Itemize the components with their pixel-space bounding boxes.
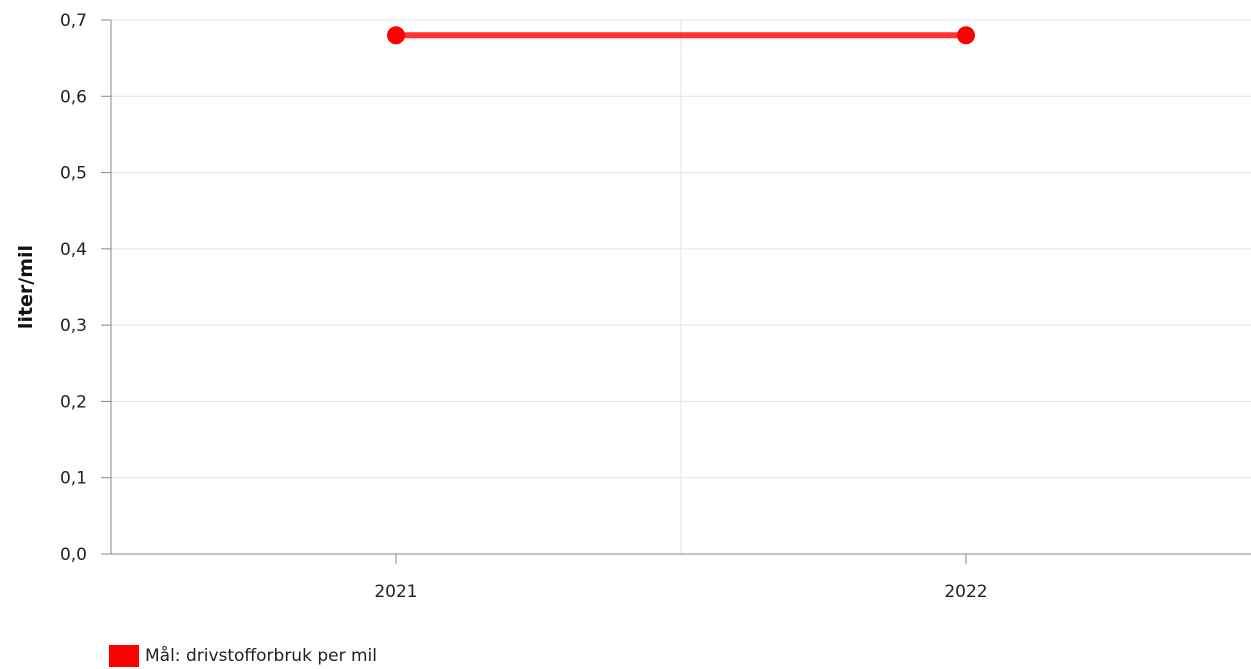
y-tick-label: 0,7 [60, 11, 87, 31]
legend-label: Mål: drivstofforbruk per mil [145, 646, 377, 666]
y-tick-label: 0,5 [60, 164, 87, 184]
y-axis-title: liter/mil [15, 245, 37, 329]
legend-swatch [109, 645, 139, 667]
y-axis-ticks: 0,0 0,1 0,2 0,3 0,4 0,5 0,6 0,7 [60, 11, 111, 565]
grid-lines [111, 19, 1251, 554]
data-point [957, 26, 975, 45]
axes [110, 20, 1251, 555]
y-tick-label: 0,6 [60, 87, 87, 107]
y-tick-label: 0,2 [60, 392, 87, 412]
y-tick-label: 0,4 [60, 240, 87, 260]
y-tick-label: 0,0 [60, 545, 87, 565]
x-axis-ticks: 2021 2022 [374, 554, 988, 602]
y-tick-label: 0,1 [60, 469, 87, 489]
legend[interactable]: Mål: drivstofforbruk per mil [109, 645, 377, 667]
x-tick-label: 2021 [374, 582, 417, 602]
data-point [387, 26, 405, 45]
series-group [387, 26, 975, 45]
y-tick-label: 0,3 [60, 316, 87, 336]
x-tick-label: 2022 [944, 582, 987, 602]
